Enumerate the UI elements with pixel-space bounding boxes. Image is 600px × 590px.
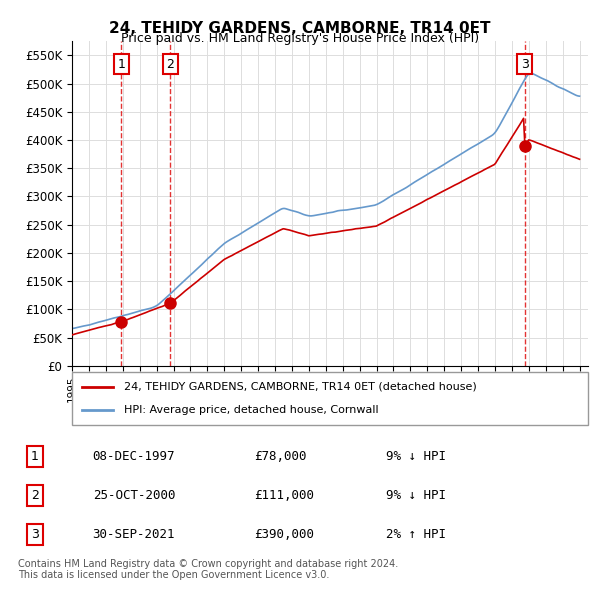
Text: 1: 1	[31, 450, 39, 463]
Text: £390,000: £390,000	[254, 528, 314, 541]
Text: £111,000: £111,000	[254, 489, 314, 502]
Text: HPI: Average price, detached house, Cornwall: HPI: Average price, detached house, Corn…	[124, 405, 378, 415]
Text: 08-DEC-1997: 08-DEC-1997	[92, 450, 175, 463]
Text: 24, TEHIDY GARDENS, CAMBORNE, TR14 0ET: 24, TEHIDY GARDENS, CAMBORNE, TR14 0ET	[109, 21, 491, 35]
Text: Price paid vs. HM Land Registry's House Price Index (HPI): Price paid vs. HM Land Registry's House …	[121, 32, 479, 45]
Text: Contains HM Land Registry data © Crown copyright and database right 2024.: Contains HM Land Registry data © Crown c…	[18, 559, 398, 569]
Text: 3: 3	[31, 528, 39, 541]
Text: 25-OCT-2000: 25-OCT-2000	[92, 489, 175, 502]
Text: £78,000: £78,000	[254, 450, 307, 463]
Text: 1: 1	[118, 57, 125, 71]
Text: 30-SEP-2021: 30-SEP-2021	[92, 528, 175, 541]
Text: This data is licensed under the Open Government Licence v3.0.: This data is licensed under the Open Gov…	[18, 570, 329, 580]
Text: 9% ↓ HPI: 9% ↓ HPI	[386, 489, 446, 502]
FancyBboxPatch shape	[72, 372, 588, 425]
Text: 2: 2	[31, 489, 39, 502]
Text: 24, TEHIDY GARDENS, CAMBORNE, TR14 0ET (detached house): 24, TEHIDY GARDENS, CAMBORNE, TR14 0ET (…	[124, 382, 476, 392]
Text: 2% ↑ HPI: 2% ↑ HPI	[386, 528, 446, 541]
Text: 9% ↓ HPI: 9% ↓ HPI	[386, 450, 446, 463]
Text: 2: 2	[166, 57, 174, 71]
Text: 3: 3	[521, 57, 529, 71]
